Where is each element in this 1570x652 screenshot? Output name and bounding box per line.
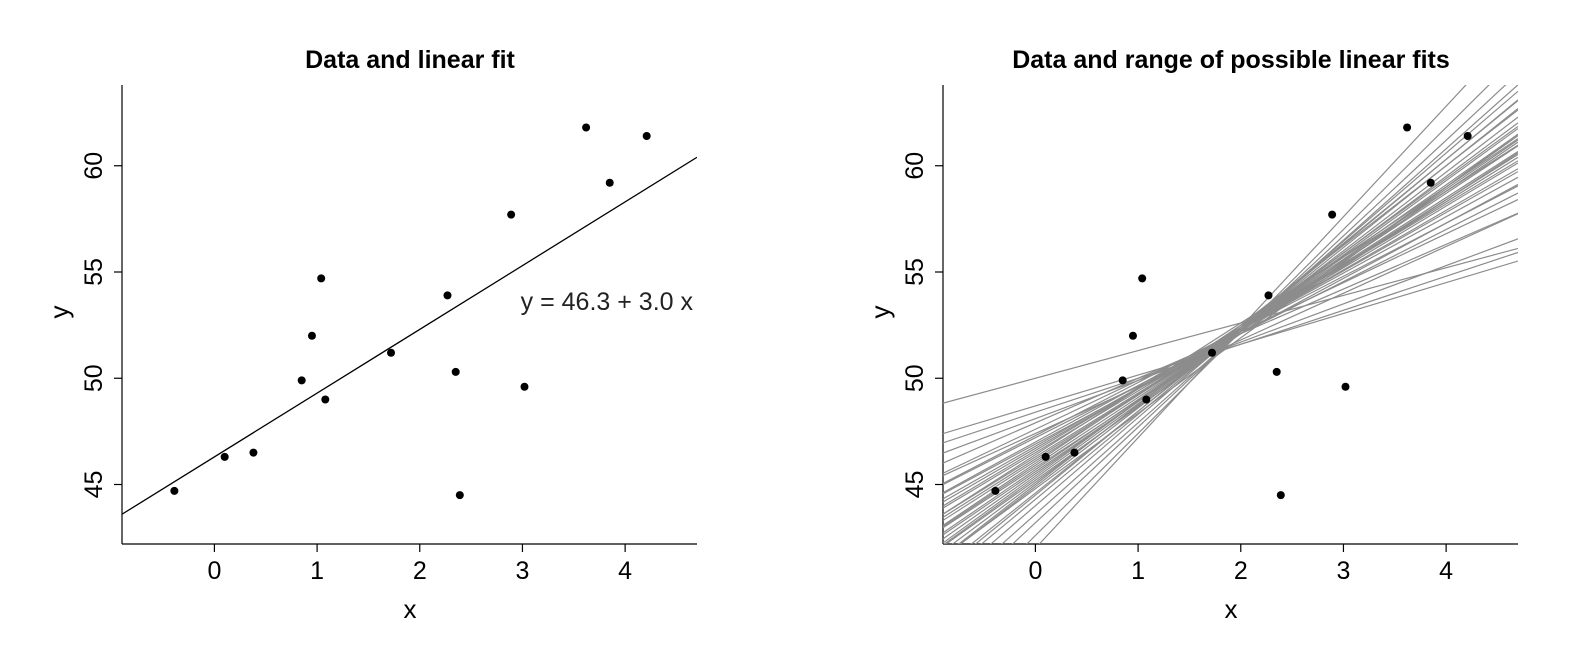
data-point	[387, 348, 396, 357]
x-tick-label: 1	[1131, 557, 1145, 585]
data-point	[443, 291, 452, 300]
y-tick-label: 45	[80, 471, 108, 499]
data-point	[642, 132, 651, 140]
data-point	[1272, 367, 1281, 376]
y-tick-label: 45	[901, 471, 929, 499]
y-axis-label: y	[865, 306, 895, 319]
fit-line	[122, 156, 697, 515]
fit-equation-label: y = 46.3 + 3.0 x	[521, 288, 694, 316]
fit-line	[943, 144, 1518, 515]
y-tick-label: 50	[901, 364, 929, 392]
data-point	[307, 331, 316, 340]
data-point	[1041, 452, 1050, 461]
plot-area	[122, 156, 697, 515]
y-tick-label: 60	[80, 152, 108, 180]
data-point	[1341, 382, 1350, 391]
y-axis-label: y	[44, 306, 74, 319]
y-tick-label: 60	[901, 152, 929, 180]
data-point	[170, 486, 179, 495]
data-point	[297, 376, 306, 385]
fit-line	[943, 213, 1518, 477]
x-ticks: 0 1 2 3 4	[207, 544, 632, 585]
data-point	[317, 274, 326, 283]
data-point	[1070, 448, 1079, 457]
y-ticks: 45 50 55 60	[901, 152, 943, 499]
fit-line	[943, 138, 1518, 526]
x-ticks: 0 1 2 3 4	[1028, 544, 1453, 585]
fit-lines	[943, 85, 1518, 544]
data-point	[1142, 395, 1151, 404]
x-tick-label: 2	[1234, 557, 1248, 585]
x-tick-label: 3	[515, 557, 529, 585]
data-point	[249, 448, 258, 457]
y-tick-label: 55	[80, 258, 108, 286]
data-point	[605, 178, 614, 187]
x-tick-label: 0	[1028, 557, 1042, 585]
chart-title: Data and range of possible linear fits	[1012, 46, 1450, 74]
x-tick-label: 0	[207, 557, 221, 585]
data-point	[1208, 348, 1217, 357]
data-point	[1463, 132, 1472, 140]
x-tick-label: 3	[1336, 557, 1350, 585]
data-points	[170, 123, 651, 500]
fit-line	[943, 192, 1518, 486]
data-points	[991, 123, 1472, 500]
fit-line	[959, 133, 1518, 544]
y-tick-label: 50	[80, 364, 108, 392]
panel-left: Data and linear fit 0 1 2 3 4 45 50 55 60 x y y…	[44, 46, 697, 624]
data-point	[1264, 291, 1273, 300]
data-point	[1138, 274, 1147, 283]
fit-line	[957, 109, 1518, 544]
x-tick-label: 1	[310, 557, 324, 585]
y-ticks: 45 50 55 60	[80, 152, 122, 499]
data-point	[582, 123, 591, 132]
data-point	[507, 210, 516, 219]
x-tick-label: 2	[413, 557, 427, 585]
data-point	[1276, 491, 1285, 500]
data-point	[1328, 210, 1337, 219]
x-axis-label: x	[1225, 594, 1238, 624]
data-point	[321, 395, 330, 404]
data-point	[1118, 376, 1127, 385]
data-point	[520, 382, 529, 391]
y-tick-label: 55	[901, 258, 929, 286]
fit-line	[943, 168, 1518, 503]
x-axis-label: x	[404, 594, 417, 624]
x-tick-label: 4	[618, 557, 632, 585]
fit-line	[943, 251, 1518, 444]
data-point	[455, 491, 464, 500]
data-point	[220, 452, 229, 461]
panel-right: Data and range of possible linear fits 0…	[865, 46, 1518, 624]
chart-title: Data and linear fit	[305, 46, 515, 74]
data-point	[991, 486, 1000, 495]
fit-line	[1026, 85, 1490, 544]
data-point	[1128, 331, 1137, 340]
data-point	[451, 367, 460, 376]
x-tick-label: 4	[1439, 557, 1453, 585]
data-point	[1403, 123, 1412, 132]
data-point	[1426, 178, 1435, 187]
